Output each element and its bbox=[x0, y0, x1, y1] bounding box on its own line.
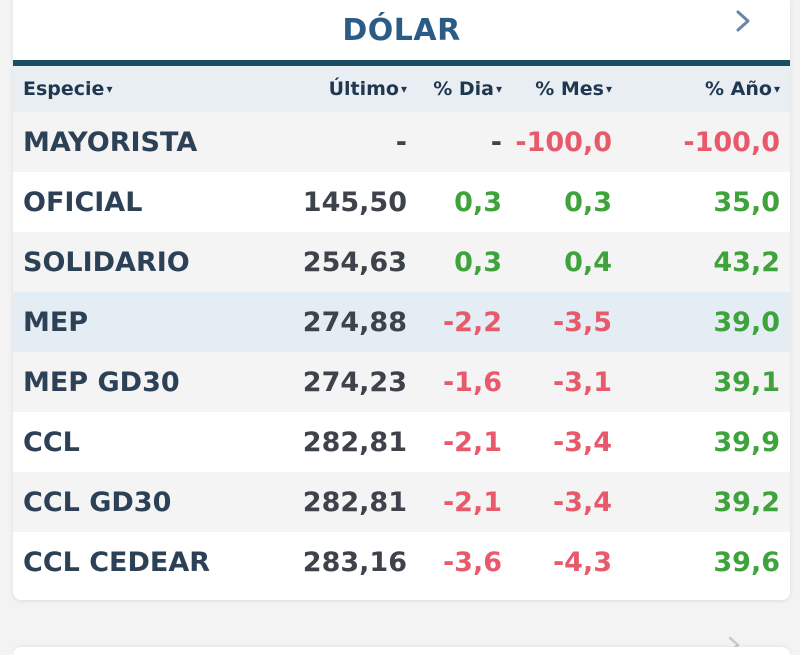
sort-caret-icon: ▾ bbox=[773, 82, 780, 96]
especie-cell: MEP bbox=[23, 306, 89, 338]
dia-cell: -3,6 bbox=[442, 546, 502, 578]
especie-cell: CCL CEDEAR bbox=[23, 546, 211, 578]
sort-caret-icon: ▾ bbox=[106, 82, 113, 96]
dia-cell: - bbox=[490, 126, 502, 158]
table-row-ccl-cedear[interactable]: CCL CEDEAR 283,16 -3,6 -4,3 39,6 bbox=[13, 532, 790, 592]
column-header-especie[interactable]: Especie ▾ bbox=[23, 78, 292, 100]
ano-cell: 39,0 bbox=[713, 306, 780, 338]
column-label: % Mes bbox=[535, 78, 604, 100]
column-label: % Año bbox=[705, 78, 772, 100]
table-row-mayorista[interactable]: MAYORISTA - - -100,0 -100,0 bbox=[13, 112, 790, 172]
panel-header: DÓLAR bbox=[13, 0, 790, 60]
table-row-solidario[interactable]: SOLIDARIO 254,63 0,3 0,4 43,2 bbox=[13, 232, 790, 292]
ultimo-cell: 283,16 bbox=[302, 546, 407, 578]
sort-caret-icon: ▾ bbox=[400, 82, 407, 96]
table-row-ccl-gd30[interactable]: CCL GD30 282,81 -2,1 -3,4 39,2 bbox=[13, 472, 790, 532]
especie-cell: OFICIAL bbox=[23, 186, 143, 218]
column-header-ultimo[interactable]: Último ▾ bbox=[292, 78, 407, 100]
sort-caret-icon: ▾ bbox=[495, 82, 502, 96]
column-label: Especie bbox=[23, 78, 105, 100]
table-header-row: Especie ▾ Último ▾ % Dia ▾ % Mes ▾ % Año ▾ bbox=[13, 66, 790, 112]
mes-cell: -3,4 bbox=[552, 486, 612, 518]
mes-cell: -3,5 bbox=[552, 306, 612, 338]
dia-cell: -2,1 bbox=[442, 426, 502, 458]
ano-cell: 39,1 bbox=[713, 366, 780, 398]
dia-cell: 0,3 bbox=[454, 186, 502, 218]
dia-cell: -2,2 bbox=[442, 306, 502, 338]
ultimo-cell: 274,23 bbox=[302, 366, 407, 398]
sort-caret-icon: ▾ bbox=[605, 82, 612, 96]
table-row-oficial[interactable]: OFICIAL 145,50 0,3 0,3 35,0 bbox=[13, 172, 790, 232]
ano-cell: 35,0 bbox=[713, 186, 780, 218]
especie-cell: SOLIDARIO bbox=[23, 246, 190, 278]
especie-cell: CCL bbox=[23, 426, 80, 458]
column-header-ano[interactable]: % Año ▾ bbox=[612, 78, 780, 100]
ano-cell: 39,6 bbox=[713, 546, 780, 578]
column-label: Último bbox=[328, 78, 399, 100]
column-label: % Dia bbox=[433, 78, 494, 100]
ultimo-cell: 145,50 bbox=[302, 186, 407, 218]
panel-title: DÓLAR bbox=[342, 12, 461, 48]
ultimo-cell: 254,63 bbox=[302, 246, 407, 278]
next-panel-top-edge bbox=[13, 647, 790, 655]
ultimo-cell: 282,81 bbox=[302, 426, 407, 458]
ano-cell: 39,2 bbox=[713, 486, 780, 518]
ultimo-cell: 282,81 bbox=[302, 486, 407, 518]
dia-cell: 0,3 bbox=[454, 246, 502, 278]
ano-cell: 43,2 bbox=[713, 246, 780, 278]
mes-cell: -4,3 bbox=[552, 546, 612, 578]
dia-cell: -1,6 bbox=[442, 366, 502, 398]
ultimo-cell: 274,88 bbox=[302, 306, 407, 338]
header-divider bbox=[13, 60, 790, 66]
table-row-mep-gd30[interactable]: MEP GD30 274,23 -1,6 -3,1 39,1 bbox=[13, 352, 790, 412]
ano-cell: 39,9 bbox=[713, 426, 780, 458]
mes-cell: -3,1 bbox=[552, 366, 612, 398]
ano-cell: -100,0 bbox=[683, 126, 780, 158]
column-header-dia[interactable]: % Dia ▾ bbox=[407, 78, 502, 100]
especie-cell: MEP GD30 bbox=[23, 366, 180, 398]
mes-cell: 0,3 bbox=[564, 186, 612, 218]
especie-cell: CCL GD30 bbox=[23, 486, 172, 518]
column-header-mes[interactable]: % Mes ▾ bbox=[502, 78, 612, 100]
dolar-panel: DÓLAR Especie ▾ Último ▾ % Dia ▾ % Mes ▾ % A… bbox=[13, 0, 790, 600]
table-row-ccl[interactable]: CCL 282,81 -2,1 -3,4 39,9 bbox=[13, 412, 790, 472]
dia-cell: -2,1 bbox=[442, 486, 502, 518]
especie-cell: MAYORISTA bbox=[23, 126, 198, 158]
chevron-right-icon[interactable] bbox=[734, 9, 752, 33]
table-row-mep[interactable]: MEP 274,88 -2,2 -3,5 39,0 bbox=[13, 292, 790, 352]
mes-cell: -100,0 bbox=[515, 126, 612, 158]
ultimo-cell: - bbox=[395, 126, 407, 158]
mes-cell: -3,4 bbox=[552, 426, 612, 458]
mes-cell: 0,4 bbox=[564, 246, 612, 278]
